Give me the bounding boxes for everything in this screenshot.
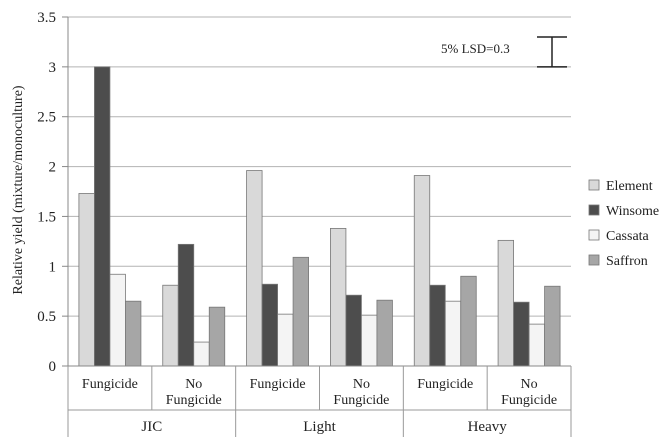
legend-label: Winsome — [606, 204, 659, 219]
group-label: Heavy — [468, 419, 508, 435]
bar — [376, 299, 393, 367]
category-label-line: No — [185, 377, 202, 392]
category-label-line: No — [353, 377, 370, 392]
y-axis-label: Relative yield (mixture/monoculture) — [11, 85, 26, 294]
bar — [246, 170, 263, 367]
bar — [361, 314, 378, 367]
y-tick-label: 0 — [49, 359, 57, 375]
bar — [125, 300, 142, 367]
bar — [277, 313, 294, 367]
y-tick-label: 3.5 — [37, 10, 56, 26]
bar — [94, 66, 111, 367]
category-label: No Fungicide — [333, 377, 389, 408]
y-axis: 0 0.5 1 1.5 2 2.5 3 3.5 — [37, 10, 69, 375]
category-label: Fungicide — [82, 377, 138, 392]
bar — [261, 283, 278, 367]
bar — [528, 323, 545, 367]
legend-swatch — [588, 254, 600, 266]
legend-swatch — [588, 179, 600, 191]
bar — [109, 273, 126, 367]
bar — [193, 341, 210, 367]
y-tick-label: 1 — [49, 259, 57, 275]
group-label: JIC — [141, 419, 162, 435]
bar — [413, 175, 431, 367]
bar — [177, 243, 195, 367]
category-label: Fungicide — [417, 377, 473, 392]
bar — [429, 284, 446, 367]
bar — [544, 285, 561, 367]
legend-label: Element — [606, 179, 653, 194]
bar — [292, 256, 309, 367]
lsd-annotation: 5% LSD=0.3 — [441, 36, 567, 68]
bar — [208, 306, 226, 367]
category-label-line: Fungicide — [501, 393, 557, 408]
bar — [497, 239, 514, 367]
bar — [460, 275, 477, 367]
category-label: No Fungicide — [166, 377, 222, 408]
legend-label: Cassata — [606, 229, 650, 244]
y-tick-label: 3 — [49, 60, 57, 76]
bar — [330, 227, 347, 367]
legend-label: Saffron — [606, 254, 648, 269]
bar — [162, 284, 179, 367]
gridlines — [68, 16, 571, 367]
legend: Element Winsome Cassata Saffron — [588, 179, 659, 269]
legend-swatch — [588, 229, 600, 241]
category-label: Fungicide — [250, 377, 306, 392]
legend-swatch — [588, 204, 600, 216]
category-label: No Fungicide — [501, 377, 557, 408]
category-label-line: Fungicide — [333, 393, 389, 408]
bar — [345, 294, 362, 367]
bar — [513, 301, 530, 367]
category-label-line: Fungicide — [166, 393, 222, 408]
category-label-line: No — [521, 377, 538, 392]
lsd-label: 5% LSD=0.3 — [441, 41, 510, 56]
y-tick-label: 0.5 — [37, 309, 56, 325]
bar — [444, 300, 462, 367]
bar — [78, 193, 95, 367]
group-label: Light — [303, 419, 336, 435]
y-tick-label: 2.5 — [37, 110, 56, 126]
y-tick-label: 1.5 — [37, 209, 56, 225]
y-tick-label: 2 — [49, 160, 57, 176]
